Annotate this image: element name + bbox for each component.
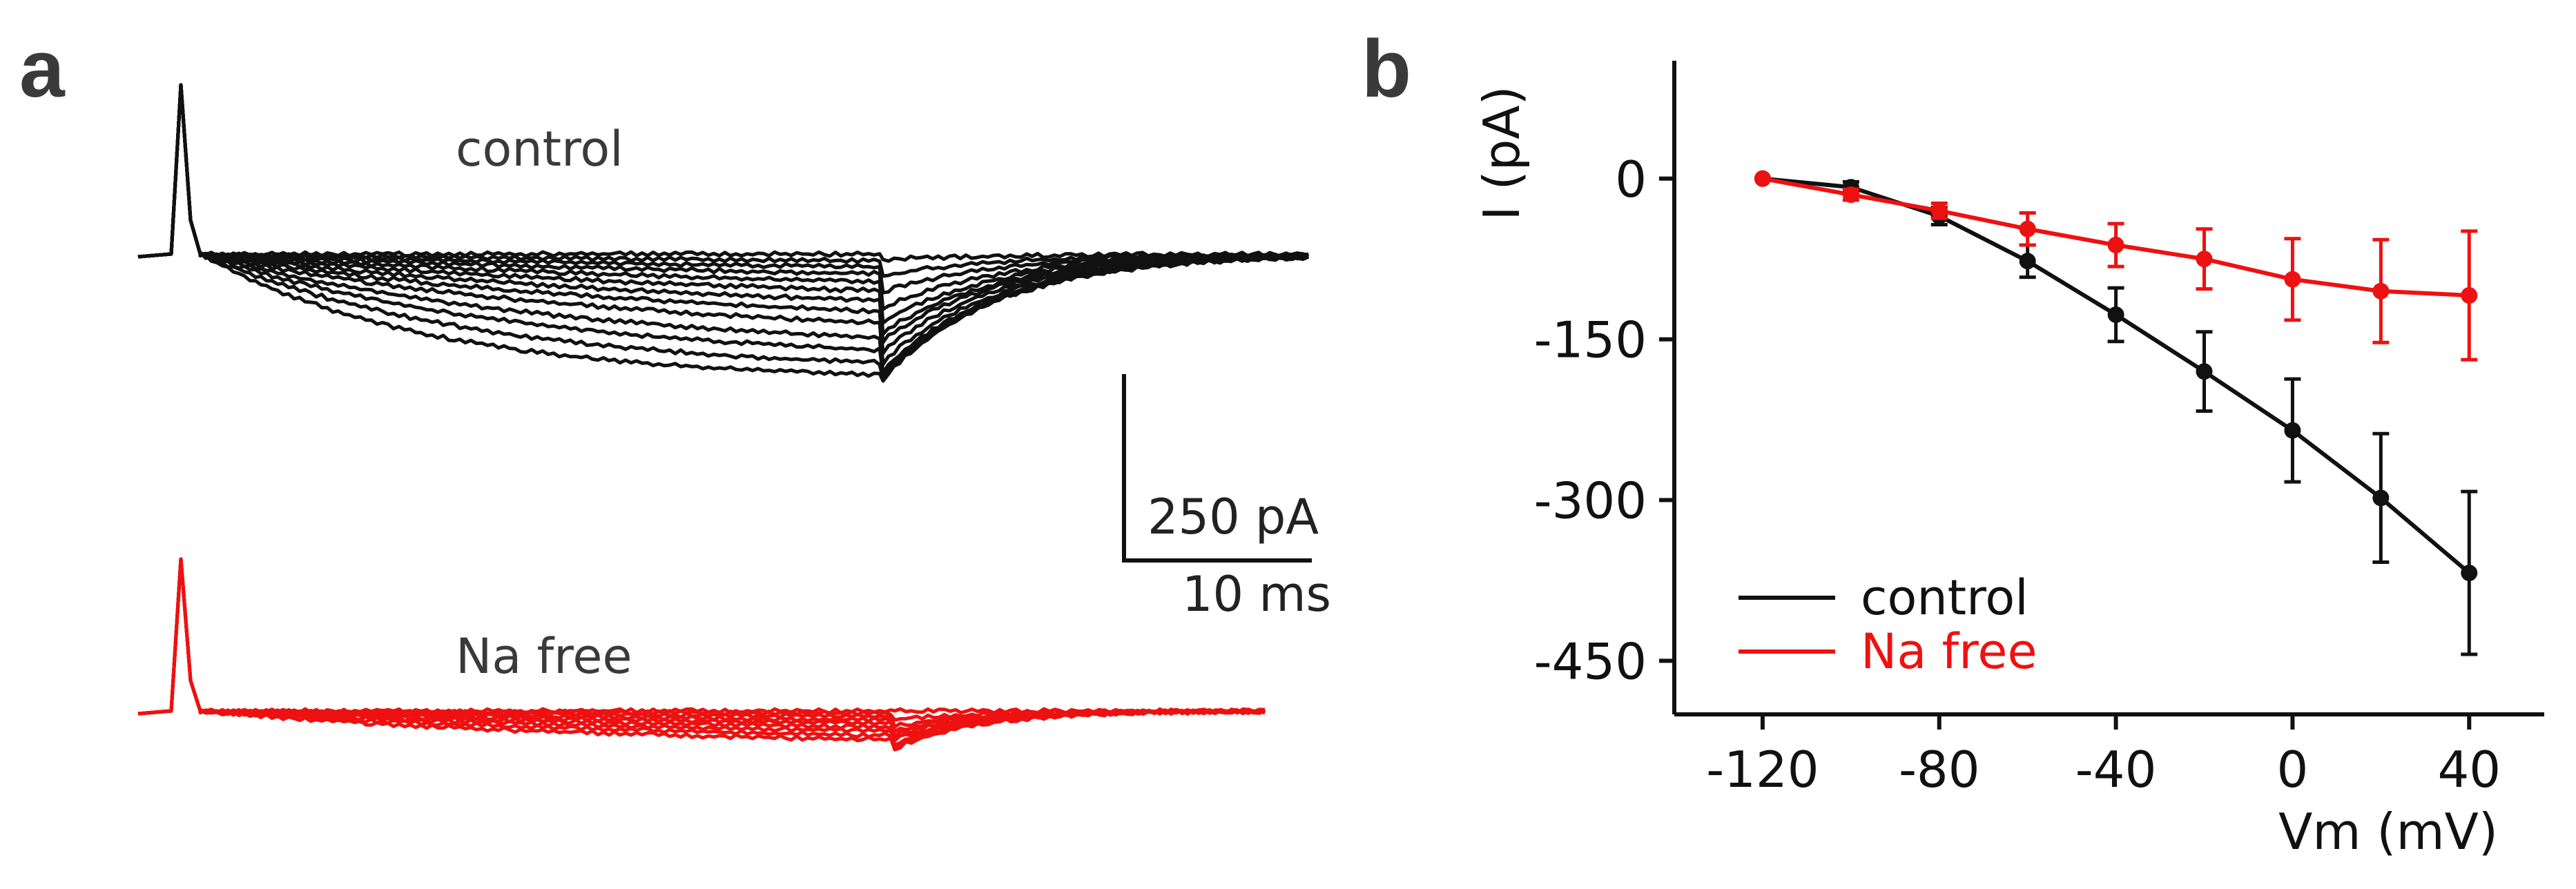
panel-a-letter: a	[19, 23, 66, 115]
scale-bar-time-label: 10 ms	[1182, 566, 1331, 623]
y-tick-label: 0	[1615, 150, 1647, 208]
data-point	[2461, 286, 2478, 304]
data-point	[2107, 306, 2124, 323]
data-point	[1842, 186, 1859, 204]
control-trace-label: control	[456, 121, 623, 177]
legend: control Na free	[1739, 569, 2037, 680]
current-trace	[137, 83, 1309, 367]
current-trace	[137, 83, 1309, 263]
scale-bar-current-label: 250 pA	[1147, 489, 1319, 545]
current-trace	[137, 557, 1266, 716]
current-trace	[137, 557, 1266, 722]
data-point	[2107, 237, 2124, 254]
data-point	[2196, 363, 2213, 380]
panel-b: b 0 -150 -300 -450 -120 -80 -40 0 40 I (pA) Vm …	[1362, 23, 2544, 861]
current-trace	[137, 83, 1309, 375]
panel-a: a control Na free 250 pA 10 ms	[19, 23, 1331, 752]
legend-nafree-label: Na free	[1861, 623, 2037, 680]
x-tick-label: -120	[1706, 741, 1819, 799]
current-trace	[137, 83, 1309, 278]
x-axis-label: Vm (mV)	[2278, 803, 2498, 861]
data-point	[1930, 202, 1948, 219]
control-traces	[137, 83, 1310, 383]
data-point	[2372, 282, 2390, 300]
data-point	[2284, 422, 2301, 439]
iv-series	[1754, 170, 2478, 656]
current-trace	[137, 557, 1266, 752]
data-point	[2372, 489, 2390, 507]
current-trace	[137, 83, 1309, 380]
y-ticks: 0 -150 -300 -450	[1534, 150, 1674, 690]
data-point	[2196, 251, 2213, 268]
data-point	[2019, 253, 2036, 270]
y-tick-label: -300	[1534, 472, 1647, 530]
y-tick-label: -450	[1534, 632, 1647, 690]
scale-bar: 250 pA 10 ms	[1122, 374, 1331, 623]
x-tick-label: -40	[2075, 741, 2157, 799]
series-nafree	[1754, 170, 2478, 362]
iv-plot-axes: 0 -150 -300 -450 -120 -80 -40 0 40 I (pA) Vm (m…	[1473, 61, 2544, 861]
data-point	[2461, 565, 2478, 582]
data-point	[2284, 271, 2301, 288]
nafree-trace-label: Na free	[456, 628, 632, 685]
current-trace	[137, 557, 1266, 729]
y-tick-label: -150	[1534, 311, 1647, 369]
x-tick-label: 40	[2437, 741, 2501, 799]
x-ticks: -120 -80 -40 0 40	[1706, 714, 2501, 799]
x-tick-label: -80	[1899, 741, 1980, 799]
data-point	[1754, 170, 1771, 187]
data-point	[2019, 220, 2036, 237]
current-trace	[137, 83, 1309, 383]
x-tick-label: 0	[2277, 741, 2309, 799]
nafree-traces	[137, 557, 1266, 752]
legend-control-label: control	[1861, 569, 2028, 626]
y-axis-label: I (pA)	[1473, 86, 1531, 220]
current-trace	[137, 83, 1309, 325]
current-trace	[137, 83, 1308, 355]
panel-b-letter: b	[1362, 23, 1411, 115]
current-trace	[137, 557, 1266, 734]
